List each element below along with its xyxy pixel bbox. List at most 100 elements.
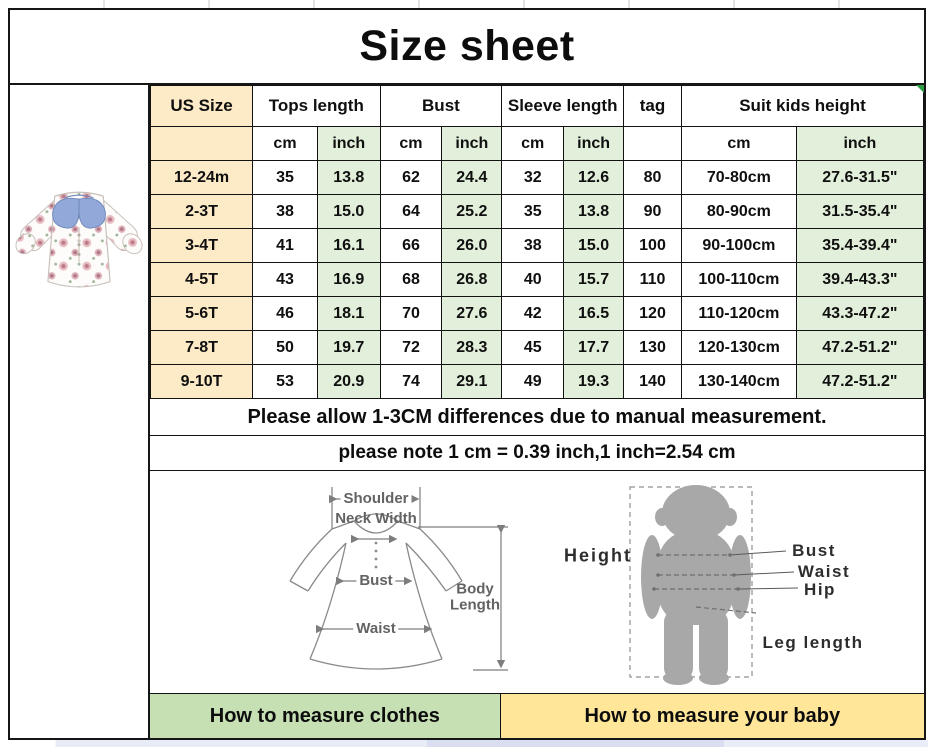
cell-tops-inch: 20.9 [316, 364, 381, 399]
cell-tag: 140 [623, 364, 682, 399]
subheader-height-cm: cm [681, 126, 797, 161]
label-baby-height: Height [564, 545, 632, 566]
subheader-tops-cm: cm [252, 126, 318, 161]
cell-sleeve-cm: 35 [501, 194, 565, 229]
cell-height-cm: 100-110cm [681, 262, 797, 297]
label-bust: Bust [356, 573, 396, 589]
size-table: US Size Tops length Bust Sleeve length t… [149, 85, 925, 399]
cell-tops-inch: 18.1 [316, 296, 381, 331]
spreadsheet-gridlines [0, 0, 928, 8]
cell-height-cm: 130-140cm [681, 364, 797, 399]
subheader-bust-cm: cm [379, 126, 443, 161]
cell-size: 12-24m [149, 160, 254, 195]
cell-size: 3-4T [149, 228, 254, 263]
table-row: 5-6T 46 18.1 70 27.6 42 16.5 120 110-120… [149, 296, 925, 331]
cell-bust-cm: 64 [379, 194, 443, 229]
cell-height-inch: 27.6-31.5" [795, 160, 925, 195]
table-header-row: US Size Tops length Bust Sleeve length t… [149, 85, 924, 127]
label-baby-waist: Waist [797, 562, 851, 581]
cell-bust-cm: 66 [379, 228, 443, 263]
col-header-us-size: US Size [149, 85, 254, 127]
cell-height-cm: 80-90cm [681, 194, 797, 229]
cell-size: 7-8T [149, 330, 254, 365]
table-row: 2-3T 38 15.0 64 25.2 35 13.8 90 80-90cm … [149, 194, 925, 229]
cell-height-cm: 70-80cm [681, 160, 797, 195]
cell-tops-inch: 16.9 [316, 262, 381, 297]
diagram-area: Shoulder Neck Width Bust Waist Body Leng… [150, 471, 924, 693]
col-header-tag: tag [623, 85, 682, 127]
cell-height-inch: 39.4-43.3" [795, 262, 925, 297]
cell-tag: 90 [623, 194, 682, 229]
subheader-sleeve-cm: cm [501, 126, 565, 161]
col-header-sleeve-length: Sleeve length [501, 85, 625, 127]
cell-height-cm: 120-130cm [681, 330, 797, 365]
cell-tops-cm: 38 [252, 194, 318, 229]
label-waist: Waist [353, 621, 399, 637]
shirt-illustration [15, 191, 143, 288]
dress-outline-drawing [289, 487, 508, 671]
product-photo-shirt [11, 167, 147, 307]
col-header-suit-kids-height: Suit kids height [681, 85, 924, 127]
cell-height-inch: 47.2-51.2" [795, 364, 925, 399]
table-row: 4-5T 43 16.9 68 26.8 40 15.7 110 100-110… [149, 262, 925, 297]
cell-tops-inch: 15.0 [316, 194, 381, 229]
cell-sleeve-cm: 38 [501, 228, 565, 263]
subheader-sleeve-inch: inch [563, 126, 625, 161]
cell-tops-cm: 46 [252, 296, 318, 331]
cell-tops-cm: 53 [252, 364, 318, 399]
cell-bust-inch: 26.8 [441, 262, 503, 297]
bottom-strip [0, 740, 928, 747]
cell-size: 9-10T [149, 364, 254, 399]
left-column [10, 85, 150, 738]
cell-sleeve-inch: 19.3 [563, 364, 625, 399]
cell-sleeve-cm: 45 [501, 330, 565, 365]
cell-size: 5-6T [149, 296, 254, 331]
table-subheader-row: cm inch cm inch cm inch cm inch [149, 126, 925, 161]
cell-bust-inch: 26.0 [441, 228, 503, 263]
cell-height-inch: 31.5-35.4" [795, 194, 925, 229]
cell-bust-cm: 70 [379, 296, 443, 331]
label-baby-leg-length: Leg length [762, 633, 864, 652]
main-column: US Size Tops length Bust Sleeve length t… [149, 85, 925, 738]
cell-tag: 80 [623, 160, 682, 195]
note-manual-measurement: Please allow 1-3CM differences due to ma… [150, 399, 924, 436]
cell-tag: 130 [623, 330, 682, 365]
label-baby-hip: Hip [804, 580, 836, 599]
cell-sleeve-cm: 42 [501, 296, 565, 331]
cell-sleeve-inch: 16.5 [563, 296, 625, 331]
subheader-bust-inch: inch [441, 126, 503, 161]
cell-height-inch: 35.4-39.4" [795, 228, 925, 263]
cell-sleeve-cm: 49 [501, 364, 565, 399]
cell-tops-cm: 41 [252, 228, 318, 263]
cell-height-inch: 47.2-51.2" [795, 330, 925, 365]
cell-bust-inch: 29.1 [441, 364, 503, 399]
cell-sleeve-cm: 40 [501, 262, 565, 297]
cell-bust-inch: 28.3 [441, 330, 503, 365]
cell-tag: 120 [623, 296, 682, 331]
subheader-empty-tag [623, 126, 682, 161]
label-neck-width: Neck Width [335, 510, 417, 528]
cell-tag: 100 [623, 228, 682, 263]
col-header-tops-length: Tops length [252, 85, 381, 127]
cell-bust-cm: 62 [379, 160, 443, 195]
cell-height-cm: 110-120cm [681, 296, 797, 331]
cell-size: 4-5T [149, 262, 254, 297]
cell-sleeve-inch: 13.8 [563, 194, 625, 229]
table-row: 12-24m 35 13.8 62 24.4 32 12.6 80 70-80c… [149, 160, 925, 195]
cell-tops-inch: 13.8 [316, 160, 381, 195]
footer-measure-baby: How to measure your baby [500, 694, 924, 738]
col-header-bust: Bust [379, 85, 503, 127]
cell-tops-inch: 16.1 [316, 228, 381, 263]
table-row: 9-10T 53 20.9 74 29.1 49 19.3 140 130-14… [149, 364, 925, 399]
cell-tops-cm: 35 [252, 160, 318, 195]
cell-sleeve-inch: 12.6 [563, 160, 625, 195]
excel-comment-marker [916, 85, 924, 93]
cell-sleeve-inch: 17.7 [563, 330, 625, 365]
cell-height-inch: 43.3-47.2" [795, 296, 925, 331]
cell-size: 2-3T [149, 194, 254, 229]
sheet-body: US Size Tops length Bust Sleeve length t… [10, 85, 925, 738]
baby-silhouette-drawing [629, 485, 799, 685]
cell-bust-inch: 25.2 [441, 194, 503, 229]
cell-tops-cm: 43 [252, 262, 318, 297]
